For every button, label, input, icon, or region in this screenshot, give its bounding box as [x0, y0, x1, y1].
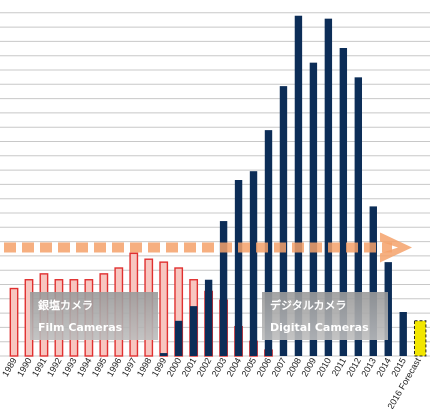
digital-bar-2003 — [219, 221, 228, 356]
digital-bar-2000 — [174, 320, 183, 356]
digital-bar-2012 — [354, 77, 363, 356]
x-axis-labels: 1989199019911992199319941995199619971998… — [0, 356, 423, 409]
legend-boxes: 銀塩カメラ Film Cameras デジタルカメラ Digital Cameras — [30, 292, 388, 340]
digital-bar-2009 — [309, 62, 318, 357]
digital-bar-2014 — [384, 262, 392, 356]
film-bar-1999 — [159, 261, 169, 357]
digital-bar-2002 — [204, 279, 213, 356]
digital-bar-2007 — [279, 86, 288, 356]
digital-bar-2005 — [249, 171, 258, 356]
legend-box-title-1: デジタルカメラ — [270, 298, 346, 312]
legend-box-title-0: 銀塩カメラ — [38, 298, 93, 312]
legend-box-0 — [30, 292, 158, 340]
legend-box-subtitle-1: Digital Cameras — [270, 321, 369, 334]
digital-bar-1999 — [160, 353, 168, 356]
digital-bar-2010 — [324, 18, 333, 357]
digital-bar-2011 — [339, 48, 348, 356]
legend-box-subtitle-0: Film Cameras — [38, 321, 123, 334]
digital-bar-2004 — [234, 180, 243, 356]
digital-bar-2015 — [399, 312, 407, 356]
legend-box-1 — [262, 292, 388, 340]
reference-line — [4, 232, 412, 263]
digital-bar-2006 — [264, 130, 273, 356]
digital-bar-2016 Forecast — [413, 320, 427, 357]
digital-bar-2001 — [189, 306, 198, 356]
film-bar-1989 — [9, 287, 19, 357]
x-tick-label-2010: 2010 — [314, 356, 333, 378]
digital-bar-2013 — [369, 206, 377, 356]
digital-bar-2008 — [294, 15, 303, 356]
reference-arrow — [380, 232, 412, 263]
